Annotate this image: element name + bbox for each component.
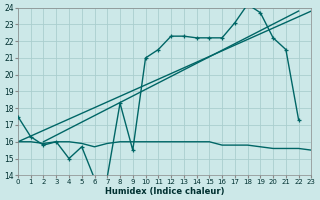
X-axis label: Humidex (Indice chaleur): Humidex (Indice chaleur)	[105, 187, 224, 196]
